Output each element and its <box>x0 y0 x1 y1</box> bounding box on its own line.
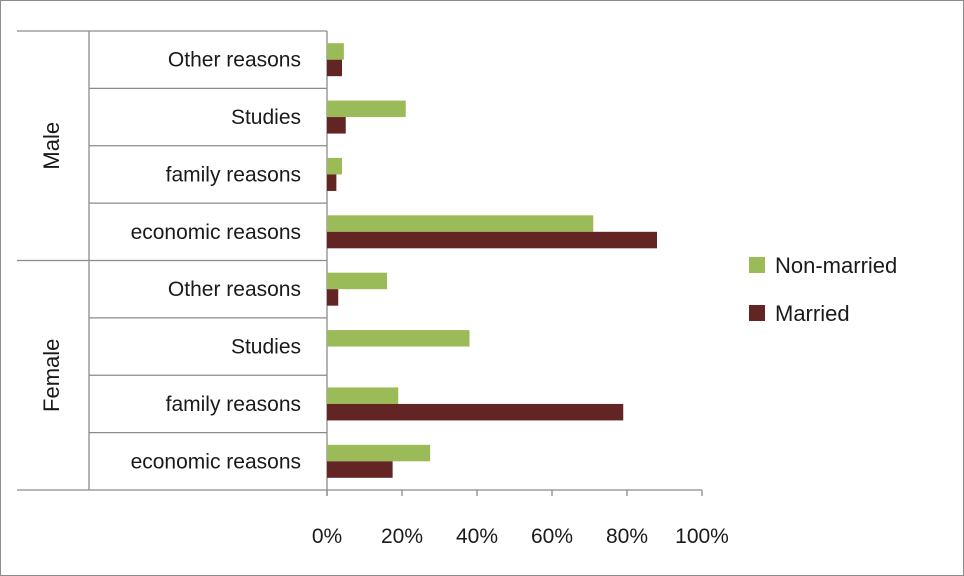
category-label-male-economic-reasons: economic reasons <box>131 221 301 244</box>
category-label-male-family-reasons: family reasons <box>166 163 301 186</box>
group-label-female: Female <box>39 339 64 412</box>
x-tick-label: 40% <box>456 525 498 548</box>
category-label-female-economic-reasons: economic reasons <box>131 450 301 473</box>
category-label-female-other-reasons: Other reasons <box>168 278 301 301</box>
bar-non-married-male-other-reasons <box>327 43 344 60</box>
bar-married-male-studies <box>327 117 346 134</box>
bars-layer <box>327 43 657 478</box>
category-label-female-studies: Studies <box>231 336 301 359</box>
x-tick-label: 100% <box>675 525 729 548</box>
labels-layer: 0% 20% 40% 60% 80% 100% Other reasons Studies fa… <box>39 49 729 548</box>
category-label-male-other-reasons: Other reasons <box>168 49 301 72</box>
bar-married-male-other-reasons <box>327 59 342 77</box>
bar-non-married-male-studies <box>327 100 406 118</box>
bar-non-married-male-family-reasons <box>327 157 342 175</box>
legend-swatch-married <box>749 305 765 321</box>
bar-non-married-female-family-reasons <box>327 387 399 404</box>
legend-label-non-married: Non-married <box>775 253 897 278</box>
group-label-male: Male <box>39 122 64 170</box>
bar-non-married-female-economic-reasons <box>327 444 431 462</box>
legend-swatch-non-married <box>749 257 765 273</box>
bar-non-married-female-studies <box>327 330 470 347</box>
bar-married-female-other-reasons <box>327 289 339 306</box>
legend: Non-married Married <box>749 253 897 326</box>
x-tick-label: 0% <box>312 525 342 548</box>
x-tick-label: 60% <box>531 525 573 548</box>
bar-non-married-female-other-reasons <box>327 272 387 290</box>
bar-married-female-family-reasons <box>327 403 624 421</box>
bar-married-male-economic-reasons <box>327 231 657 249</box>
category-label-female-family-reasons: family reasons <box>166 393 301 416</box>
legend-label-married: Married <box>775 301 850 326</box>
axes-layer <box>17 30 703 496</box>
bar-married-female-economic-reasons <box>327 461 393 478</box>
x-tick-label: 80% <box>606 525 648 548</box>
bar-non-married-male-economic-reasons <box>327 215 594 232</box>
x-tick-label: 20% <box>381 525 423 548</box>
category-label-male-studies: Studies <box>231 106 301 129</box>
bar-married-male-family-reasons <box>327 174 337 191</box>
